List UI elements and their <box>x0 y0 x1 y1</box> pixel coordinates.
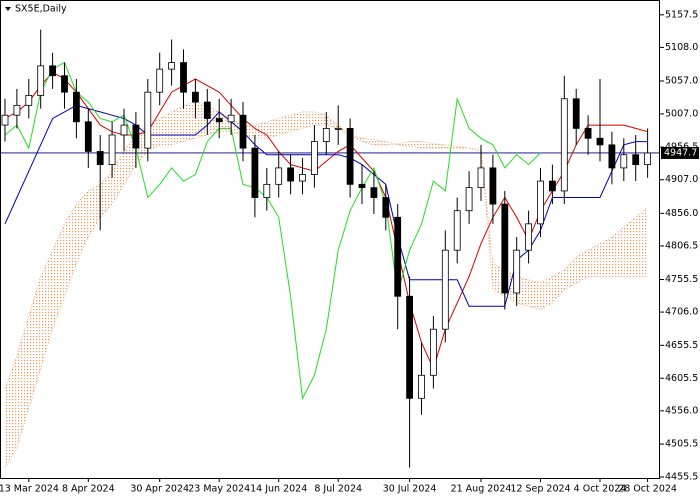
candle-body <box>73 91 80 123</box>
candle-body <box>275 167 283 185</box>
y-tick-label: 4605.5 <box>665 373 698 384</box>
candle-body <box>299 174 306 182</box>
y-tick-label: 5007.0 <box>665 108 698 119</box>
candle-body <box>644 152 651 166</box>
x-tick-label: 30 Apr 2024 <box>130 484 189 495</box>
candle-body <box>370 187 378 198</box>
candle-body <box>501 203 509 294</box>
candle-body <box>334 127 342 130</box>
candle-body <box>429 328 437 376</box>
indicator-line <box>4 61 541 400</box>
candle-body <box>537 180 544 225</box>
candle-body <box>608 144 616 169</box>
candle-body <box>108 134 116 166</box>
x-tick-label: 12 Sep 2024 <box>510 484 570 495</box>
candle-body <box>418 374 425 399</box>
y-tick-label: 5108.0 <box>665 42 698 53</box>
candle-body <box>560 98 568 192</box>
candle-body <box>620 154 628 169</box>
candle-body <box>239 114 247 149</box>
candle-body <box>632 154 640 166</box>
candle-body <box>346 127 354 185</box>
candle-body <box>120 124 128 136</box>
candle-body <box>382 197 390 218</box>
candle-body <box>513 249 521 294</box>
candle-body <box>168 62 176 70</box>
y-tick-label: 4556.0 <box>665 405 698 416</box>
x-tick-label: 14 Jun 2024 <box>250 484 307 495</box>
menu-triangle <box>5 7 11 11</box>
candle-body <box>25 95 33 106</box>
candle-body <box>465 187 473 212</box>
candle-body <box>596 137 604 146</box>
x-tick-label: 8 Apr 2024 <box>62 484 115 495</box>
y-tick-label: 4655.5 <box>665 340 698 351</box>
candle-body <box>322 127 330 142</box>
y-tick-label: 4755.5 <box>665 274 698 285</box>
candle-body <box>406 295 414 399</box>
candle-body <box>132 124 140 149</box>
candle-body <box>96 151 104 166</box>
chart-title: SX5E,Daily <box>15 4 67 15</box>
y-tick-label: 4907.0 <box>665 174 698 185</box>
x-tick-label: 8 Jul 2024 <box>314 484 362 495</box>
candle-body <box>251 147 259 198</box>
y-tick-label: 5157.5 <box>665 9 698 20</box>
candle-body <box>584 127 592 139</box>
plot-frame <box>0 0 660 479</box>
y-tick-label: 5057.0 <box>665 75 698 86</box>
candle-body <box>1 114 9 126</box>
candle-body <box>441 249 449 330</box>
x-tick-label: 30 Jul 2024 <box>383 484 437 495</box>
candle-body <box>156 68 164 93</box>
candle-body <box>477 167 485 189</box>
candle-body <box>215 118 223 123</box>
candle-body <box>310 141 318 175</box>
candle-body <box>144 91 152 149</box>
candle-body <box>37 65 45 96</box>
candle-body <box>84 121 92 152</box>
candle-body <box>13 104 21 116</box>
y-tick-label: 4856.0 <box>665 208 698 219</box>
candle-body <box>572 98 580 129</box>
x-tick-label: 28 Oct 2024 <box>618 484 677 495</box>
y-tick-label: 4505.5 <box>665 439 698 450</box>
last-price-box <box>661 146 699 159</box>
candle-body <box>227 114 235 123</box>
last-price-label: 4947.7 <box>664 147 697 158</box>
x-tick-label: 13 Mar 2024 <box>0 484 59 495</box>
candle-body <box>287 167 295 182</box>
candle-body <box>61 75 68 93</box>
candle-body <box>49 65 56 77</box>
candle-body <box>263 183 271 198</box>
candle-body <box>489 167 497 205</box>
y-tick-label: 4455.5 <box>665 472 698 483</box>
x-tick-label: 21 Aug 2024 <box>451 484 512 495</box>
x-tick-label: 23 May 2024 <box>188 484 250 495</box>
x-tick-label: 4 Oct 2024 <box>574 484 627 495</box>
candle-body <box>453 210 461 251</box>
y-tick-label: 4706.0 <box>665 307 698 318</box>
candle-body <box>549 180 556 192</box>
candle-body <box>203 101 211 119</box>
candle-body <box>394 216 402 297</box>
candle-body <box>180 62 187 93</box>
y-tick-label: 4806.5 <box>665 240 698 251</box>
candle-body <box>191 91 199 103</box>
candle-body <box>358 183 366 189</box>
candle-body <box>525 223 532 251</box>
